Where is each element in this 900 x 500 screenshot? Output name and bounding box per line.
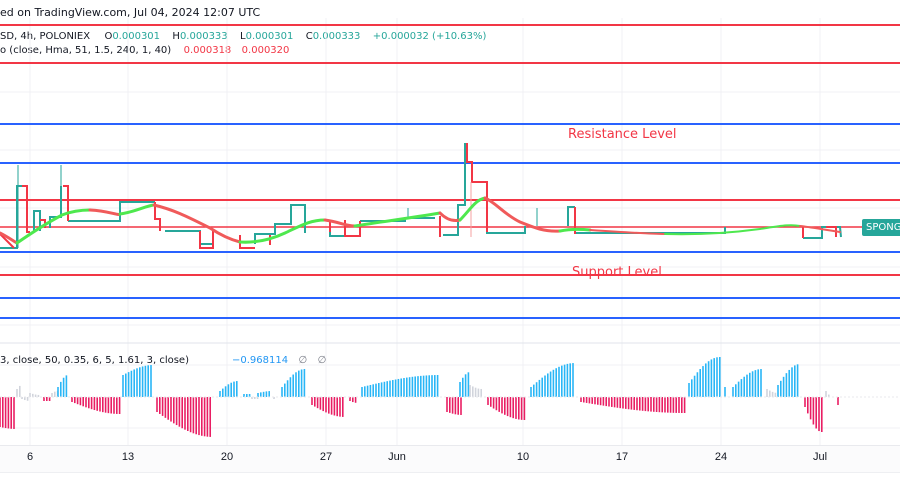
- support-level-annotation[interactable]: Support Level: [572, 265, 662, 280]
- x-tick: 24: [714, 451, 728, 463]
- oscillator-params[interactable]: 3, close, 50, 0.35, 6, 5, 1.61, 3, close…: [0, 355, 189, 366]
- resistance-level-annotation[interactable]: Resistance Level: [568, 127, 677, 142]
- x-tick: 13: [121, 451, 135, 463]
- moving-average-line: [0, 196, 841, 245]
- open-label: O: [104, 31, 113, 42]
- x-tick: 10: [516, 451, 530, 463]
- oscillator-value: −0.968114: [232, 355, 289, 366]
- x-tick: Jul: [812, 451, 828, 463]
- horizontal-levels: [0, 24, 900, 319]
- x-tick: 6: [26, 451, 34, 463]
- close-value: 0.000333: [312, 31, 361, 42]
- high-value: 0.000333: [179, 31, 228, 42]
- time-axis[interactable]: [0, 445, 900, 473]
- oscillator-legend: 3, close, 50, 0.35, 6, 5, 1.61, 3, close…: [0, 355, 189, 366]
- na-icon-1: ∅: [298, 355, 308, 366]
- close-label: C: [305, 31, 313, 42]
- price-candles: [0, 143, 842, 249]
- x-tick: 20: [220, 451, 234, 463]
- symbol-name[interactable]: SD, 4h, POLONIEX: [0, 31, 91, 42]
- x-tick: 27: [319, 451, 333, 463]
- indicator-value-2: 0.000320: [241, 45, 290, 56]
- attribution-text: ed on TradingView.com, Jul 04, 2024 12:0…: [0, 6, 260, 19]
- indicator-name[interactable]: o (close, Hma, 51, 1.5, 240, 1, 40): [0, 45, 172, 56]
- open-value: 0.000301: [112, 31, 161, 42]
- x-tick: Jun: [388, 451, 406, 463]
- oscillator-histogram: [0, 357, 839, 437]
- change-value: +0.000032 (+10.63%): [372, 31, 487, 42]
- low-value: 0.000301: [245, 31, 294, 42]
- na-icon-2: ∅: [317, 355, 327, 366]
- high-label: H: [172, 31, 180, 42]
- last-price-label: SPONG: [862, 219, 900, 236]
- attribution-label: ed on TradingView.com, Jul 04, 2024 12:0…: [0, 6, 261, 19]
- x-tick: 17: [615, 451, 629, 463]
- indicator-info-line: o (close, Hma, 51, 1.5, 240, 1, 40) 0.00…: [0, 45, 289, 56]
- oscillator-values: −0.968114 ∅ ∅: [232, 355, 326, 366]
- low-label: L: [240, 31, 246, 42]
- indicator-value-1: 0.000318: [183, 45, 232, 56]
- symbol-info-line: SD, 4h, POLONIEX O0.000301 H0.000333 L0.…: [0, 31, 486, 42]
